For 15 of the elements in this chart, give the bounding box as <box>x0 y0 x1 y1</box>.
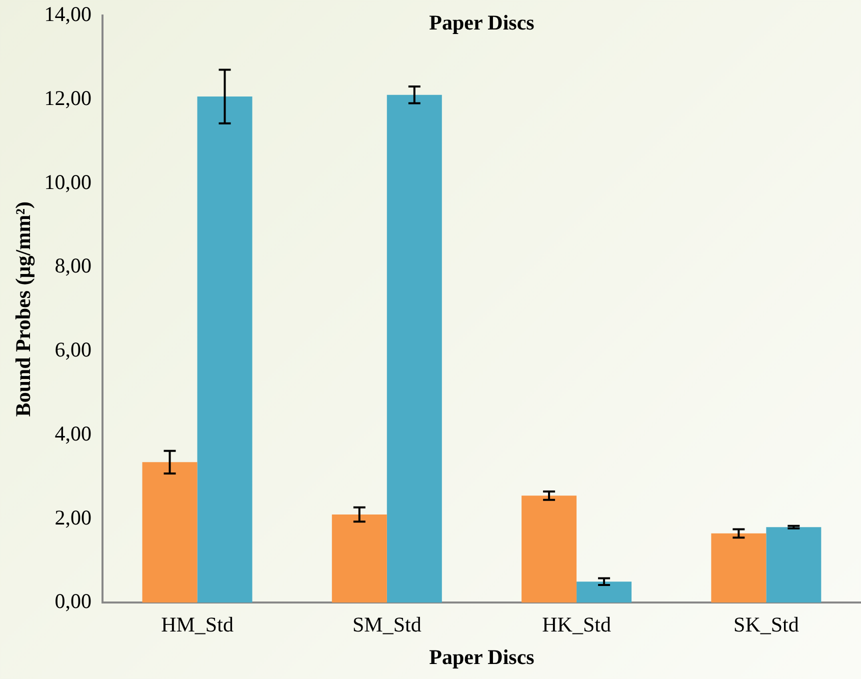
x-tick-label: SK_Std <box>734 612 800 637</box>
x-axis-title: Paper Discs <box>429 644 534 669</box>
y-tick-label: 0,00 <box>54 589 92 614</box>
y-tick-label: 10,00 <box>44 170 92 194</box>
x-tick-label: HK_Std <box>542 612 612 637</box>
y-axis-title: Bound Probes (µg/mm²) <box>11 202 36 417</box>
y-tick-label: 8,00 <box>54 254 92 278</box>
y-tick-label: 2,00 <box>54 505 92 530</box>
annotation: Paper Discs <box>429 10 534 34</box>
y-tick-label: 12,00 <box>44 86 92 110</box>
y-tick-label: 6,00 <box>54 338 92 362</box>
y-tick-label: 4,00 <box>54 421 92 446</box>
y-tick-label: 14,00 <box>44 2 92 26</box>
x-tick-label: HM_Std <box>161 612 234 637</box>
x-tick-label: SM_Std <box>352 612 422 637</box>
